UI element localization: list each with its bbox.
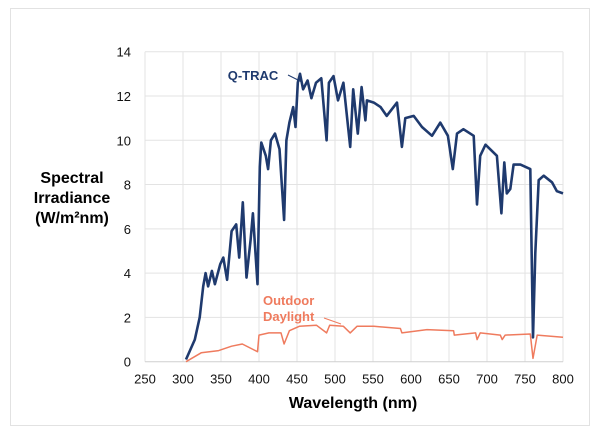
x-tick-label: 250 (134, 372, 156, 387)
x-tick-label: 550 (362, 372, 384, 387)
y-tick-label: 4 (124, 266, 131, 281)
y-tick-label: 0 (124, 355, 131, 370)
y-tick-label: 8 (124, 178, 131, 193)
y-tick-labels: 0 2 4 6 8 10 12 14 (117, 45, 131, 370)
y-tick-label: 6 (124, 222, 131, 237)
x-axis-title: Wavelength (nm) (289, 395, 417, 412)
x-tick-label: 300 (172, 372, 194, 387)
x-tick-label: 600 (400, 372, 422, 387)
x-tick-label: 650 (438, 372, 460, 387)
qtrac-series-label: Q-TRAC (228, 68, 279, 83)
y-axis-title-line3: (W/m²nm) (35, 210, 109, 227)
series-line-qtrac (184, 72, 564, 361)
daylight-series-label-line2: Daylight (263, 309, 315, 324)
qtrac-leader-line (287, 74, 303, 83)
y-axis-title-line2: Irradiance (34, 190, 111, 207)
daylight-series-label-line1: Outdoor (263, 293, 314, 308)
x-tick-label: 350 (210, 372, 232, 387)
y-tick-label: 12 (117, 89, 131, 104)
x-tick-label: 400 (248, 372, 270, 387)
y-tick-label: 10 (117, 133, 131, 148)
daylight-leader-line (323, 317, 342, 325)
y-tick-label: 14 (117, 45, 131, 60)
y-tick-label: 2 (124, 310, 131, 325)
x-tick-labels: 250 300 350 400 450 500 550 600 650 700 750 800 (134, 372, 574, 387)
series-line-outdoor-daylight (185, 324, 564, 363)
x-tick-label: 750 (514, 372, 536, 387)
y-axis-title-line1: Spectral (40, 170, 103, 187)
series-lines (184, 72, 564, 363)
x-tick-label: 800 (552, 372, 574, 387)
x-tick-label: 450 (286, 372, 308, 387)
x-tick-label: 500 (324, 372, 346, 387)
x-tick-label: 700 (476, 372, 498, 387)
